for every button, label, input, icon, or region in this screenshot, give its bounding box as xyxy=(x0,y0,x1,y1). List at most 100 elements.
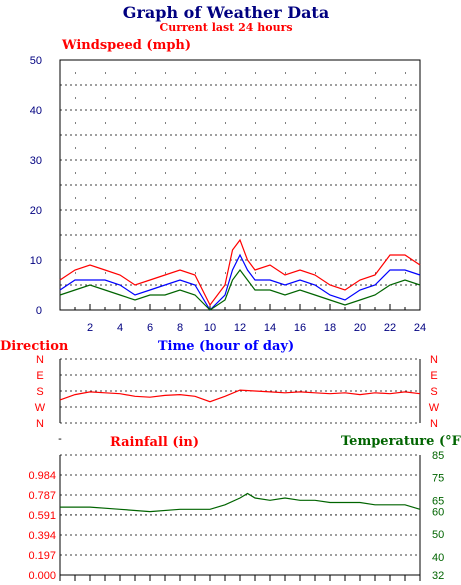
wind-grid-dot xyxy=(375,247,376,249)
wind-grid-dot xyxy=(75,72,76,74)
wind-grid-dot xyxy=(315,147,316,149)
wind-grid-dot xyxy=(105,72,106,74)
rain-y-tick-label: 0.197 xyxy=(28,550,56,562)
wind-grid-dot xyxy=(165,122,166,124)
wind-grid-dot xyxy=(105,247,106,249)
direction-y-label-right: N xyxy=(430,354,438,366)
wind-x-tick-label: 18 xyxy=(324,322,336,334)
wind-grid-dot xyxy=(375,147,376,149)
wind-grid-dot xyxy=(225,147,226,149)
wind-grid-dot xyxy=(405,222,406,224)
wind-x-tick-label: 20 xyxy=(354,322,366,334)
wind-y-tick-label: 40 xyxy=(30,105,42,117)
wind-grid-dot xyxy=(315,197,316,199)
wind-y-tick-label: 10 xyxy=(30,255,42,267)
windspeed-panel: Windspeed (mph) Time (hour of day) 0 10 20… xyxy=(30,38,426,354)
wind-grid-dot xyxy=(195,72,196,74)
wind-x-tick-label: 8 xyxy=(177,322,183,334)
direction-y-label-left: E xyxy=(36,370,43,382)
wind-grid-dot xyxy=(405,172,406,174)
rain-y-tick-label: 0.591 xyxy=(28,510,56,522)
wind-grid-dot xyxy=(75,97,76,99)
wind-x-tick-label: 6 xyxy=(147,322,153,334)
direction-panel: Direction N NW WS SE EN N- xyxy=(0,339,440,445)
wind-x-tick-label: 16 xyxy=(294,322,306,334)
wind-grid-dot xyxy=(285,72,286,74)
direction-y-label-left: N xyxy=(36,354,44,366)
direction-y-label-right: E xyxy=(430,370,437,382)
wind-grid-dot xyxy=(225,122,226,124)
wind-grid-dot xyxy=(375,272,376,274)
wind-grid-dot xyxy=(255,97,256,99)
wind-grid-dot xyxy=(345,147,346,149)
wind-grid-dot xyxy=(105,172,106,174)
wind-grid-dot xyxy=(405,97,406,99)
wind-grid-dot xyxy=(165,172,166,174)
wind-x-tick-label: 12 xyxy=(234,322,246,334)
rain-y-tick-label: 0.787 xyxy=(28,490,56,502)
direction-y-label-left: N xyxy=(36,418,44,430)
wind-grid-dot xyxy=(75,172,76,174)
wind-grid-dot xyxy=(165,147,166,149)
direction-title: Direction xyxy=(0,339,69,354)
wind-grid-dot xyxy=(105,197,106,199)
wind-grid-dot xyxy=(225,97,226,99)
wind-grid-dot xyxy=(315,122,316,124)
wind-grid-dot xyxy=(315,72,316,74)
direction-y-label-right: S xyxy=(430,386,437,398)
wind-grid-dot xyxy=(315,272,316,274)
wind-grid-dot xyxy=(75,147,76,149)
wind-grid-dot xyxy=(225,197,226,199)
wind-grid-dot xyxy=(225,272,226,274)
direction-y-label-left: W xyxy=(35,402,46,414)
wind-x-tick-label: 4 xyxy=(117,322,123,334)
wind-grid-dot xyxy=(135,172,136,174)
wind-grid-dot xyxy=(75,272,76,274)
wind-series-2 xyxy=(59,269,421,311)
chart-subtitle: Current last 24 hours xyxy=(159,21,292,34)
rain-y-tick-label: 0.394 xyxy=(28,530,56,542)
wind-grid-dot xyxy=(75,197,76,199)
wind-grid-dot xyxy=(375,222,376,224)
wind-grid-dot xyxy=(405,247,406,249)
wind-grid-dot xyxy=(135,97,136,99)
wind-grid-dot xyxy=(405,72,406,74)
wind-grid-dot xyxy=(225,247,226,249)
wind-grid-dot xyxy=(345,247,346,249)
wind-x-tick-label: 24 xyxy=(414,322,426,334)
wind-grid-dot xyxy=(315,247,316,249)
wind-grid-dot xyxy=(345,72,346,74)
wind-grid-dot xyxy=(135,247,136,249)
wind-grid-dot xyxy=(345,222,346,224)
wind-grid-dot xyxy=(75,222,76,224)
rain-y-tick-label: 0.984 xyxy=(28,470,56,482)
wind-grid-dot xyxy=(195,172,196,174)
wind-grid-dot xyxy=(315,97,316,99)
wind-grid-dot xyxy=(285,197,286,199)
rainfall-title: Rainfall (in) xyxy=(110,435,199,450)
wind-y-tick-label: 50 xyxy=(30,55,42,67)
wind-grid-dot xyxy=(75,122,76,124)
wind-grid-dot xyxy=(195,247,196,249)
wind-grid-dot xyxy=(135,122,136,124)
wind-grid-dot xyxy=(135,197,136,199)
wind-grid-dot xyxy=(255,222,256,224)
wind-y-tick-label: 30 xyxy=(30,155,42,167)
wind-grid-dot xyxy=(255,272,256,274)
time-axis-label: Time (hour of day) xyxy=(158,339,294,354)
wind-grid-dot xyxy=(105,222,106,224)
temp-y-tick-label: 65 xyxy=(432,495,444,507)
wind-grid-dot xyxy=(255,72,256,74)
wind-series-1 xyxy=(59,253,421,311)
wind-x-tick-label: 22 xyxy=(384,322,396,334)
wind-grid-dot xyxy=(195,222,196,224)
wind-grid-dot xyxy=(135,272,136,274)
wind-grid-dot xyxy=(195,97,196,99)
wind-x-tick-label: 2 xyxy=(87,322,93,334)
wind-grid-dot xyxy=(285,97,286,99)
wind-grid-dot xyxy=(135,222,136,224)
wind-y-tick-label: 20 xyxy=(30,205,42,217)
wind-grid-dot xyxy=(225,72,226,74)
temp-y-tick-label: 32 xyxy=(432,570,444,582)
